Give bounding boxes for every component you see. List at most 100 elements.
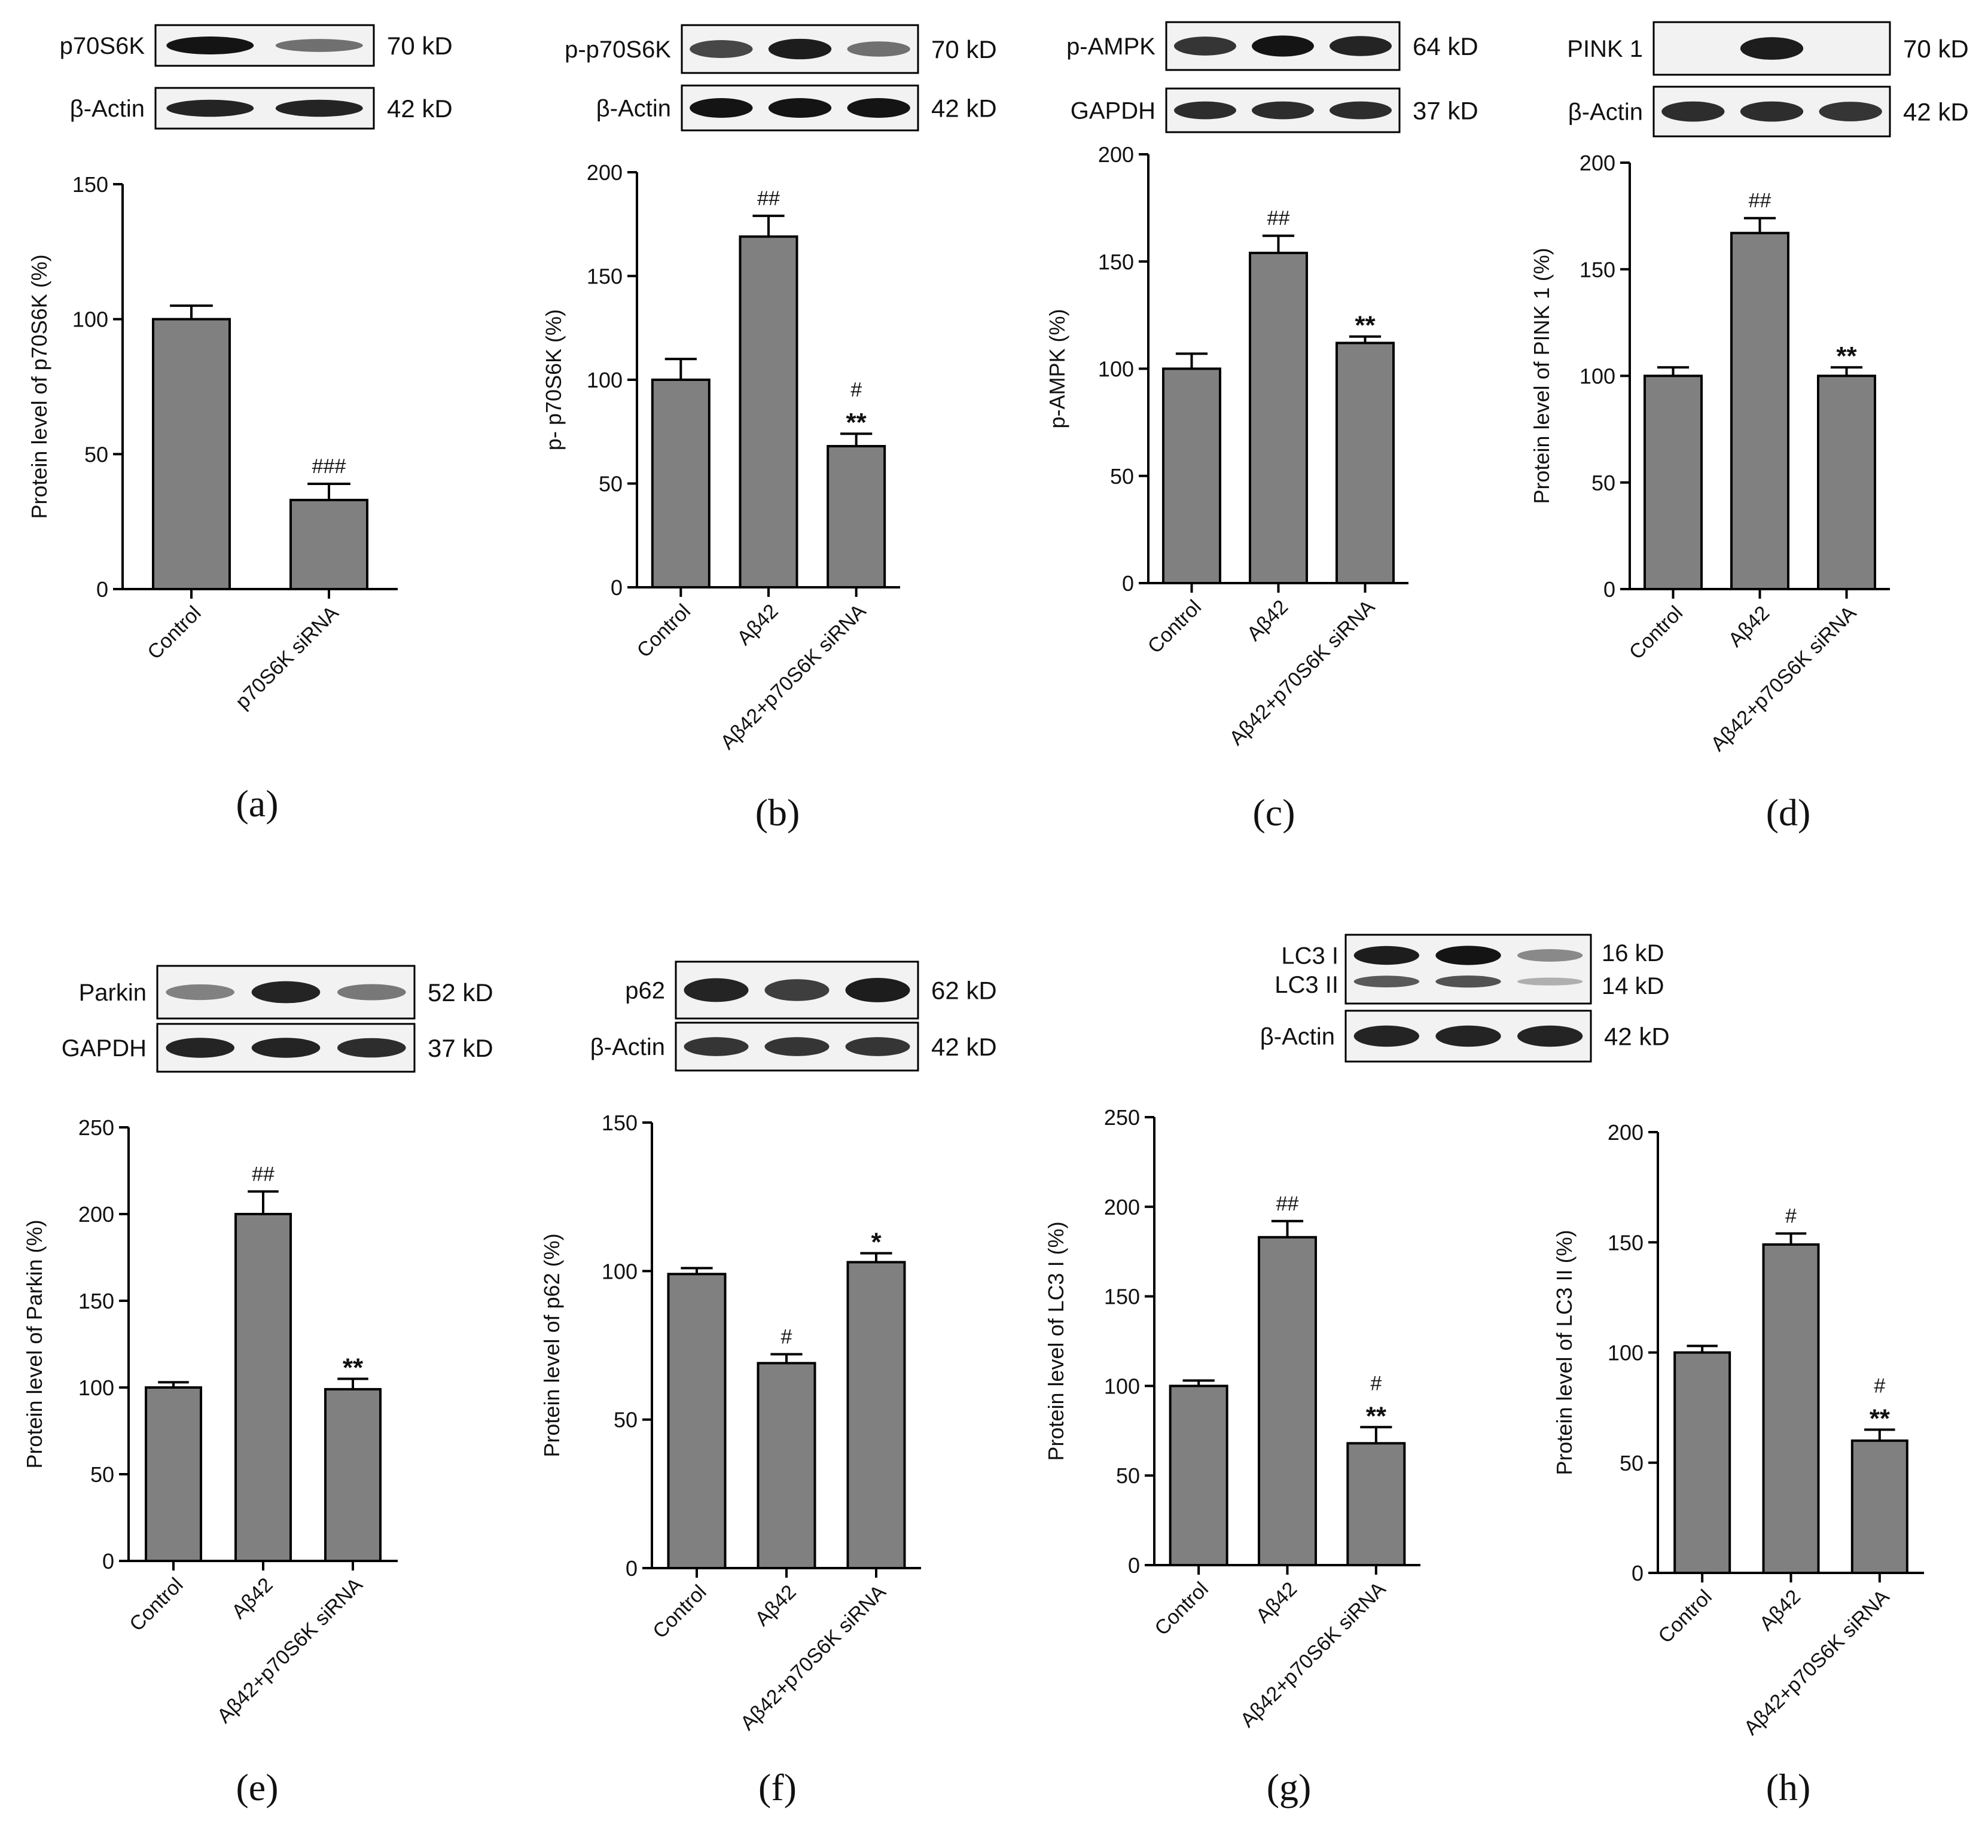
y-tick-label: 0 xyxy=(1122,571,1134,596)
blot-kd-label: 52 kD xyxy=(428,978,493,1007)
y-tick-label: 100 xyxy=(78,1376,114,1400)
blot-protein-label: p70S6K xyxy=(60,33,145,59)
significance-annotation: ** xyxy=(1366,1401,1387,1431)
y-axis-label: Protein level of LC3 II (%) xyxy=(1552,1230,1577,1475)
blot-band xyxy=(1353,946,1419,965)
bar xyxy=(152,318,231,591)
blot-band xyxy=(1252,35,1314,57)
blot-kd-label: 42 kD xyxy=(931,94,997,123)
blot-protein-label: GAPDH xyxy=(62,1035,147,1062)
western-blot: p-AMPK 64 kD xyxy=(1066,21,1478,71)
bar xyxy=(1336,341,1395,584)
blot-band xyxy=(166,36,254,54)
y-tick-label: 0 xyxy=(102,1549,114,1573)
blot-band xyxy=(1435,1025,1501,1047)
blot-protein-label: β-Actin xyxy=(70,96,145,122)
blot-protein-label: β-Actin xyxy=(596,96,671,122)
western-blot: p70S6K 70 kD xyxy=(60,24,453,67)
bar xyxy=(1169,1385,1228,1566)
significance-annotation: ** xyxy=(846,408,867,437)
panel-letter: (d) xyxy=(1766,791,1811,834)
y-tick-label: 200 xyxy=(1104,1195,1140,1219)
category-label: Control xyxy=(1625,602,1687,664)
y-tick-label: 150 xyxy=(602,1111,638,1135)
y-tick-label: 150 xyxy=(72,172,108,197)
y-tick-label: 200 xyxy=(1098,142,1134,167)
y-axis-label: Protein level of p70S6K (%) xyxy=(27,254,51,519)
blot-band xyxy=(1330,36,1392,56)
bar xyxy=(1162,367,1221,584)
blot-band xyxy=(845,1037,910,1056)
blot-band xyxy=(166,1038,234,1058)
bar xyxy=(827,445,886,588)
y-axis-label: Protein level of p62 (%) xyxy=(539,1233,564,1457)
y-tick-label: 250 xyxy=(1104,1105,1140,1130)
category-label: Aβ42+p70S6K siRNA xyxy=(213,1573,367,1728)
panel-letter: (b) xyxy=(755,791,800,834)
blot-band xyxy=(1330,101,1392,120)
western-blot: PINK 1 70 kD xyxy=(1567,21,1969,76)
blot-protein-label: β-Actin xyxy=(1568,99,1643,126)
category-label: Aβ42 xyxy=(227,1573,277,1623)
chart-panel-e: Parkin 52 kD GAPDH 37 kD 0 50 100 150 200 250 Prot… xyxy=(22,965,493,1809)
category-label: Aβ42+p70S6K siRNA xyxy=(1706,602,1861,756)
bar xyxy=(739,235,798,588)
y-tick-label: 100 xyxy=(1580,364,1615,389)
y-tick-label: 100 xyxy=(602,1259,638,1283)
bar xyxy=(651,379,711,588)
panel-letter: (g) xyxy=(1267,1766,1312,1809)
western-blot: GAPDH 37 kD xyxy=(1071,87,1478,133)
blot-kd-label: 42 kD xyxy=(387,94,453,123)
bar xyxy=(757,1362,816,1570)
y-tick-label: 0 xyxy=(96,577,108,602)
category-label: Control xyxy=(1654,1585,1716,1648)
western-blot: GAPDH 37 kD xyxy=(62,1023,493,1073)
category-label: Control xyxy=(633,600,695,662)
y-tick-label: 150 xyxy=(1608,1230,1644,1255)
y-axis-label: Protein level of Parkin (%) xyxy=(22,1219,47,1468)
blot-band xyxy=(1517,977,1583,986)
chart-panel-g: LC3 I LC3 II 16 kD 14 kD β-Actin 42 kD 0 50 100 1… xyxy=(1044,934,1670,1809)
significance-annotation: ## xyxy=(1276,1193,1299,1215)
western-blot: β-Actin 42 kD xyxy=(70,87,453,130)
western-blot: β-Actin 42 kD xyxy=(1260,1010,1670,1063)
category-label: Control xyxy=(1150,1578,1212,1640)
panel-letter: (f) xyxy=(758,1766,797,1809)
significance-annotation: ### xyxy=(312,455,346,478)
chart-panel-f: p62 62 kD β-Actin 42 kD 0 50 100 150 Protein lev… xyxy=(539,960,997,1809)
blot-band xyxy=(845,978,910,1002)
blot-protein-label: LC3 II xyxy=(1274,972,1338,998)
blot-kd-label: 70 kD xyxy=(387,32,453,60)
blot-kd-label: 14 kD xyxy=(1602,973,1664,999)
y-tick-label: 150 xyxy=(587,264,623,289)
blot-kd-label: 37 kD xyxy=(428,1034,493,1062)
bar xyxy=(1730,231,1789,590)
blot-kd-label: 64 kD xyxy=(1413,32,1478,60)
blot-band xyxy=(847,98,910,118)
significance-annotation: ** xyxy=(343,1353,364,1383)
y-tick-label: 150 xyxy=(1098,249,1134,274)
significance-annotation: # xyxy=(1874,1374,1885,1397)
y-tick-label: 0 xyxy=(1128,1553,1140,1578)
y-tick-label: 100 xyxy=(587,368,623,392)
significance-annotation: * xyxy=(871,1228,882,1257)
category-label: Aβ42 xyxy=(1755,1585,1805,1635)
blot-band xyxy=(1353,1025,1419,1047)
significance-annotation: # xyxy=(850,379,862,401)
blot-kd-label: 42 kD xyxy=(1903,98,1969,126)
western-blot: p-p70S6K 70 kD xyxy=(565,24,997,74)
y-tick-label: 200 xyxy=(1608,1120,1644,1145)
blot-kd-label: 37 kD xyxy=(1413,97,1478,125)
blot-band xyxy=(1252,101,1314,120)
category-label: Control xyxy=(648,1581,711,1643)
y-tick-label: 100 xyxy=(1104,1374,1140,1398)
bar xyxy=(1644,374,1703,590)
blot-band xyxy=(1353,975,1419,987)
bar xyxy=(1258,1236,1317,1566)
panel-letter: (c) xyxy=(1252,791,1295,834)
category-label: Aβ42 xyxy=(733,600,782,649)
bar xyxy=(234,1213,292,1562)
bar xyxy=(1817,374,1876,590)
y-axis-label: Protein level of PINK 1 (%) xyxy=(1529,248,1554,504)
significance-annotation: ** xyxy=(1836,341,1857,371)
